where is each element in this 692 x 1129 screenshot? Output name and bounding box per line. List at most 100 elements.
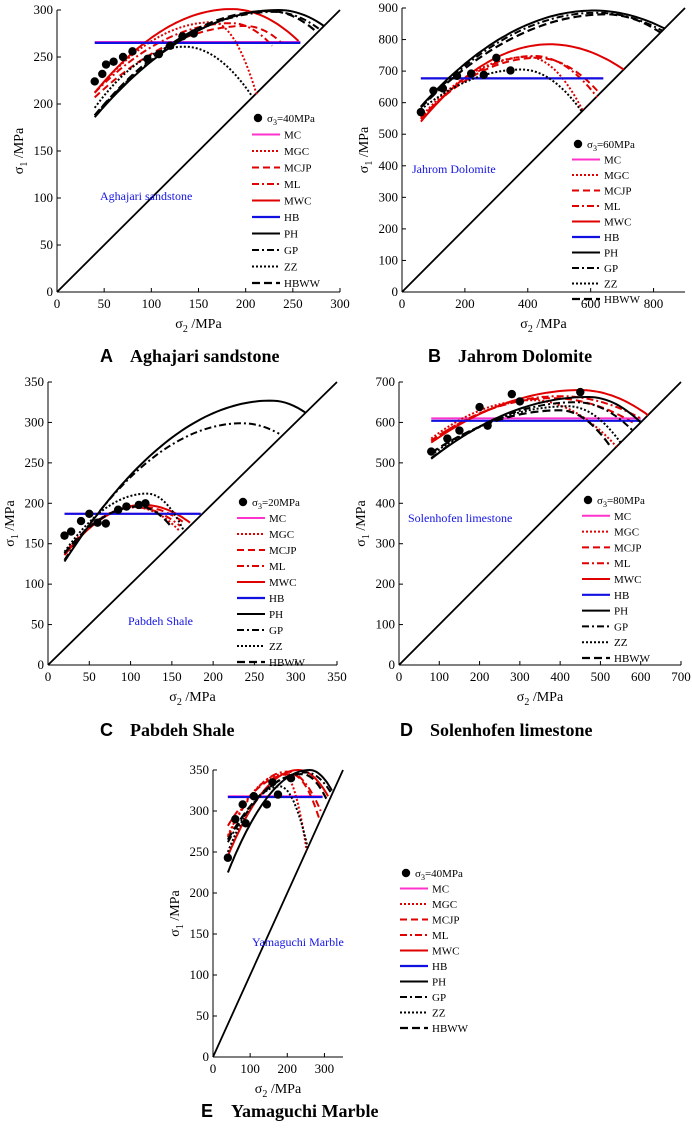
- data-point: [286, 774, 296, 783]
- legend-label-mcjp: MCJP: [432, 915, 460, 927]
- data-point: [268, 778, 277, 787]
- y-tick-label: 100: [379, 252, 399, 267]
- data-point: [66, 527, 76, 536]
- legend-label-mgc: MGC: [284, 146, 309, 158]
- legend-marker: [238, 497, 248, 507]
- y-tick-label: 300: [25, 414, 45, 429]
- series-hbww-curve: [226, 772, 328, 841]
- data-point: [134, 500, 144, 510]
- x-axis-label: σ2 /MPa: [517, 690, 564, 708]
- legend-label-mc: MC: [432, 884, 449, 896]
- series-gp-curve: [63, 422, 280, 561]
- legend-title-symbol: σ: [252, 497, 258, 509]
- data-point: [118, 52, 128, 62]
- legend-label-zz: ZZ: [284, 262, 298, 274]
- x-axis-label-unit: /MPa: [529, 690, 564, 705]
- legend-label-mcjp: MCJP: [284, 163, 312, 175]
- x-axis-label-subscript: 2: [524, 697, 529, 708]
- y-axis-label-subscript: 1: [175, 924, 186, 929]
- series-ml-curve: [420, 55, 598, 120]
- x-tick-label: 200: [470, 669, 490, 684]
- y-tick-label: 200: [25, 495, 45, 510]
- y-tick-label: 700: [379, 63, 399, 78]
- legend-label-hb: HB: [269, 593, 284, 605]
- x-axis-label-symbol: σ: [517, 690, 525, 705]
- equality-line: [47, 381, 338, 666]
- x-tick-label: 50: [98, 296, 111, 311]
- x-tick-label: 0: [399, 296, 406, 311]
- legend-title: σ3=60MPa: [587, 139, 635, 153]
- legend-label-gp: GP: [614, 621, 628, 633]
- x-tick-label: 600: [631, 669, 651, 684]
- panel-caption-letter: B: [428, 346, 441, 366]
- y-tick-label: 500: [379, 126, 399, 141]
- series-hbww-curve: [430, 409, 612, 454]
- x-tick-label: 100: [430, 669, 450, 684]
- legend-title-symbol: σ: [597, 495, 603, 507]
- legend-label-ph: PH: [614, 606, 628, 618]
- x-axis-label-unit: /MPa: [188, 317, 223, 332]
- legend-label-mgc: MGC: [269, 529, 294, 541]
- legend-title: σ3=80MPa: [597, 495, 645, 509]
- y-tick-label: 600: [379, 95, 399, 110]
- data-point: [101, 519, 111, 528]
- legend-label-mgc: MGC: [432, 899, 457, 911]
- y-tick-label: 350: [25, 374, 45, 389]
- x-axis-label-subscript: 2: [183, 324, 188, 335]
- y-tick-label: 50: [196, 1008, 209, 1023]
- legend-marker: [583, 495, 593, 505]
- panel-caption-text: Solenhofen limestone: [430, 720, 593, 740]
- x-axis-label-symbol: σ: [255, 1082, 263, 1097]
- legend-label-ph: PH: [604, 248, 618, 260]
- y-axis-label-subscript: 1: [361, 534, 372, 539]
- y-tick-label: 100: [190, 967, 210, 982]
- legend-label-hbww: HBWW: [604, 294, 641, 306]
- legend-title-value: =60MPa: [597, 139, 635, 151]
- legend-label-mwc: MWC: [284, 196, 312, 208]
- x-axis-label: σ2 /MPa: [169, 690, 216, 708]
- legend-label-mcjp: MCJP: [604, 186, 632, 198]
- rock-annotation: Aghajari sandstone: [100, 189, 192, 203]
- x-axis-label-symbol: σ: [175, 317, 183, 332]
- y-tick-label: 150: [190, 926, 210, 941]
- panel-caption-text: Aghajari sandstone: [130, 346, 280, 366]
- legend-label-gp: GP: [604, 263, 618, 275]
- x-tick-label: 200: [455, 296, 475, 311]
- y-tick-label: 200: [34, 96, 54, 111]
- y-axis-label: σ1 /MPa: [168, 890, 186, 937]
- x-tick-label: 250: [245, 669, 265, 684]
- series-gp-curve: [430, 401, 634, 459]
- legend-label-mwc: MWC: [432, 946, 460, 958]
- legend-title-subscript: 3: [603, 500, 607, 509]
- x-tick-label: 300: [330, 296, 350, 311]
- x-tick-label: 150: [189, 296, 209, 311]
- legend-label-ph: PH: [284, 229, 298, 241]
- data-point: [492, 53, 501, 63]
- series-zz-curve: [63, 492, 186, 553]
- data-point: [231, 815, 240, 824]
- y-tick-label: 100: [25, 576, 45, 591]
- data-point: [416, 107, 426, 117]
- legend-label-hbww: HBWW: [269, 657, 306, 669]
- x-tick-label: 50: [83, 669, 96, 684]
- legend-label-mcjp: MCJP: [614, 542, 642, 554]
- x-tick-label: 300: [315, 1061, 335, 1076]
- x-tick-label: 400: [518, 296, 538, 311]
- series-mwc-curve: [226, 768, 329, 857]
- y-tick-label: 100: [376, 617, 396, 632]
- x-tick-label: 500: [591, 669, 611, 684]
- y-tick-label: 0: [392, 284, 399, 299]
- rock-annotation: Pabdeh Shale: [128, 614, 193, 628]
- legend-label-mgc: MGC: [614, 527, 639, 539]
- data-point: [238, 800, 247, 809]
- data-point: [507, 389, 516, 399]
- y-tick-label: 900: [379, 0, 399, 15]
- x-axis-label-subscript: 2: [262, 1089, 267, 1100]
- x-tick-label: 800: [644, 296, 664, 311]
- y-tick-label: 0: [389, 657, 396, 672]
- legend-title: σ3=20MPa: [252, 497, 300, 511]
- data-point: [427, 447, 436, 456]
- y-axis-label-symbol: σ: [12, 166, 27, 174]
- legend-title-value: =80MPa: [607, 495, 645, 507]
- legend-label-mc: MC: [269, 513, 286, 525]
